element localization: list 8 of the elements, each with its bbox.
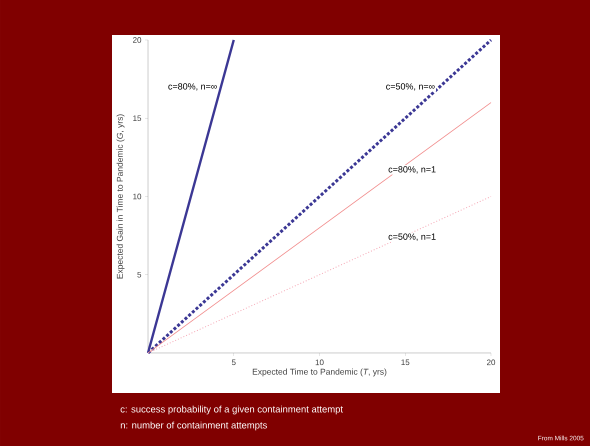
series-label: c=50%, n=∞ (386, 83, 435, 91)
series-label: c=80%, n=∞ (168, 83, 217, 91)
series-label: c=50%, n=1 (388, 233, 436, 241)
text: c: success probability of a given containment attempt (120, 406, 343, 414)
x-axis-title: Expected Time to Pandemic (T, yrs) (252, 368, 386, 376)
y-axis-title: Expected Gain in Time to Pandemic (G, yrs) (116, 114, 124, 278)
text: n: number of containment attempts (120, 422, 267, 430)
series-label: c=80%, n=1 (388, 166, 436, 174)
